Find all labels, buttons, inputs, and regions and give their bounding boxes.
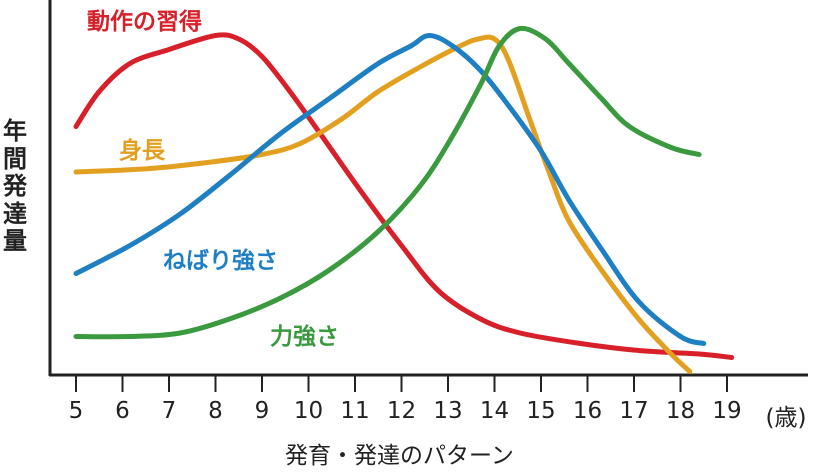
x-tick-label: 18	[665, 398, 696, 424]
x-tick-label: 16	[572, 398, 603, 424]
x-tick-label: 10	[293, 398, 324, 424]
x-tick-label: 13	[433, 398, 463, 424]
series-line-2	[73, 33, 707, 346]
series-line-0	[73, 32, 735, 360]
y-axis-label: 年間発達量	[3, 117, 27, 255]
x-tick-label: 12	[386, 398, 417, 424]
x-axis-label: 発育・発達のパターン	[285, 443, 514, 469]
x-tick-label: 17	[619, 398, 649, 424]
series-label-height: 身長	[119, 138, 165, 164]
series-label-strength: 力強さ	[270, 324, 339, 350]
series-line-1	[73, 34, 693, 374]
x-tick-label: 19	[712, 398, 742, 424]
x-tick-label: 8	[208, 398, 223, 424]
x-tick-label: 7	[161, 398, 177, 424]
series-line-3	[73, 25, 702, 340]
x-tick-label: 15	[526, 398, 556, 424]
x-tick-label: 14	[479, 398, 510, 424]
x-tick-label: 6	[115, 398, 130, 424]
series-label-endurance: ねばり強さ	[163, 248, 278, 274]
x-tick-label: 5	[68, 398, 84, 424]
x-unit-label: (歳)	[765, 405, 807, 431]
series-label-motor: 動作の習得	[87, 9, 202, 35]
x-tick-label: 9	[254, 398, 270, 424]
x-tick-label: 11	[340, 398, 370, 424]
